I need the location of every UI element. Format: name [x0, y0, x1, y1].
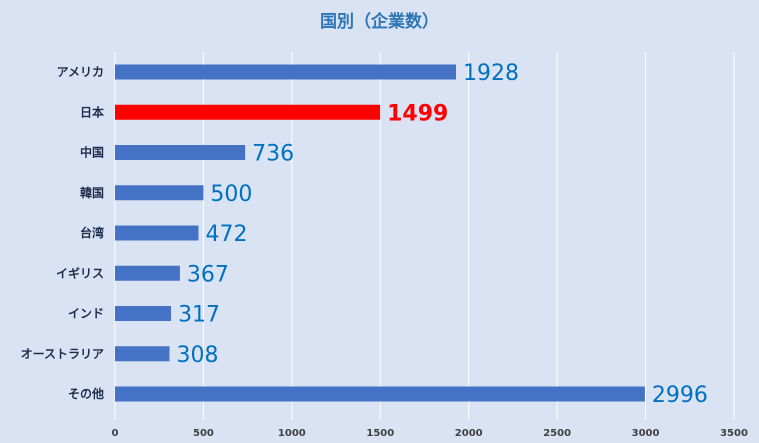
x-tick-label: 2000 — [455, 428, 483, 439]
data-label: 308 — [176, 343, 218, 368]
x-tick-label: 500 — [193, 428, 214, 439]
category-label: アメリカ — [57, 65, 104, 79]
bar — [115, 265, 180, 281]
category-label: 日本 — [80, 104, 104, 119]
x-tick-label: 0 — [112, 428, 119, 439]
category-label: その他 — [68, 386, 104, 401]
data-label: 472 — [205, 222, 247, 247]
bar — [115, 64, 456, 80]
data-label: 1928 — [463, 61, 519, 86]
bar — [115, 306, 172, 321]
bar — [115, 185, 204, 201]
bar — [115, 346, 170, 362]
category-label: インド — [68, 307, 104, 321]
x-tick-label: 2500 — [543, 428, 571, 439]
data-label: 317 — [178, 303, 220, 328]
bar — [115, 225, 199, 241]
data-label: 500 — [210, 182, 252, 207]
category-label: 台湾 — [80, 225, 104, 240]
category-label: イギリス — [56, 265, 104, 280]
x-tick-label: 3500 — [720, 428, 748, 439]
bar — [115, 386, 645, 402]
bar — [115, 145, 246, 160]
category-label: 中国 — [80, 145, 104, 160]
x-tick-label: 3000 — [632, 428, 660, 439]
data-label: 736 — [252, 142, 294, 167]
x-tick-label: 1000 — [278, 428, 306, 439]
category-label: オーストラリア — [21, 347, 104, 361]
data-label: 367 — [187, 262, 229, 287]
category-label: 韓国 — [80, 185, 104, 200]
x-tick-label: 1500 — [366, 428, 394, 439]
data-label: 2996 — [652, 383, 708, 408]
data-label: 1499 — [387, 101, 448, 126]
chart-title: 国別（企業数） — [320, 12, 439, 32]
bar — [115, 104, 381, 120]
